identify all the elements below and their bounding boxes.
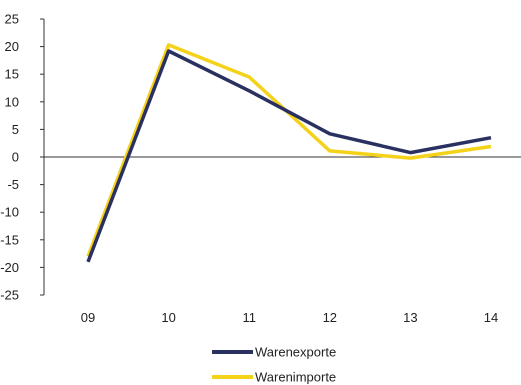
x-axis: 09 10 11 12 13 14 — [44, 156, 521, 325]
y-tick-label: 15 — [5, 67, 19, 82]
x-tick-label: 14 — [484, 310, 498, 325]
x-tick-label: 11 — [242, 310, 256, 325]
legend: Warenexporte Warenimporte — [212, 345, 336, 385]
y-tick-label: -20 — [0, 260, 19, 275]
y-tick-label: -15 — [0, 232, 19, 247]
x-tick-label: 10 — [161, 310, 175, 325]
y-tick-label: 25 — [5, 12, 19, 27]
y-tick-label: -5 — [7, 177, 19, 192]
x-tick-label: 09 — [81, 310, 95, 325]
y-tick-label: 0 — [12, 150, 19, 165]
series-line-warenexporte — [86, 49, 492, 263]
y-axis: 25 20 15 10 5 0 -5 -10 -15 -20 -25 — [0, 12, 45, 303]
y-tick-label: -10 — [0, 205, 19, 220]
y-tick-label: 10 — [5, 94, 19, 109]
x-tick-label: 12 — [323, 310, 337, 325]
legend-label-warenexporte: Warenexporte — [255, 345, 336, 360]
series-lines — [86, 43, 492, 263]
x-tick-label: 13 — [403, 310, 417, 325]
y-tick-label: 5 — [12, 122, 19, 137]
y-tick-label: -25 — [0, 288, 19, 303]
legend-label-warenimporte: Warenimporte — [255, 370, 336, 385]
y-tick-label: 20 — [5, 39, 19, 54]
